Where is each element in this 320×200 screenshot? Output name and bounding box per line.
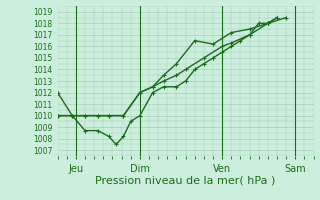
X-axis label: Pression niveau de la mer( hPa ): Pression niveau de la mer( hPa ) — [95, 175, 276, 185]
